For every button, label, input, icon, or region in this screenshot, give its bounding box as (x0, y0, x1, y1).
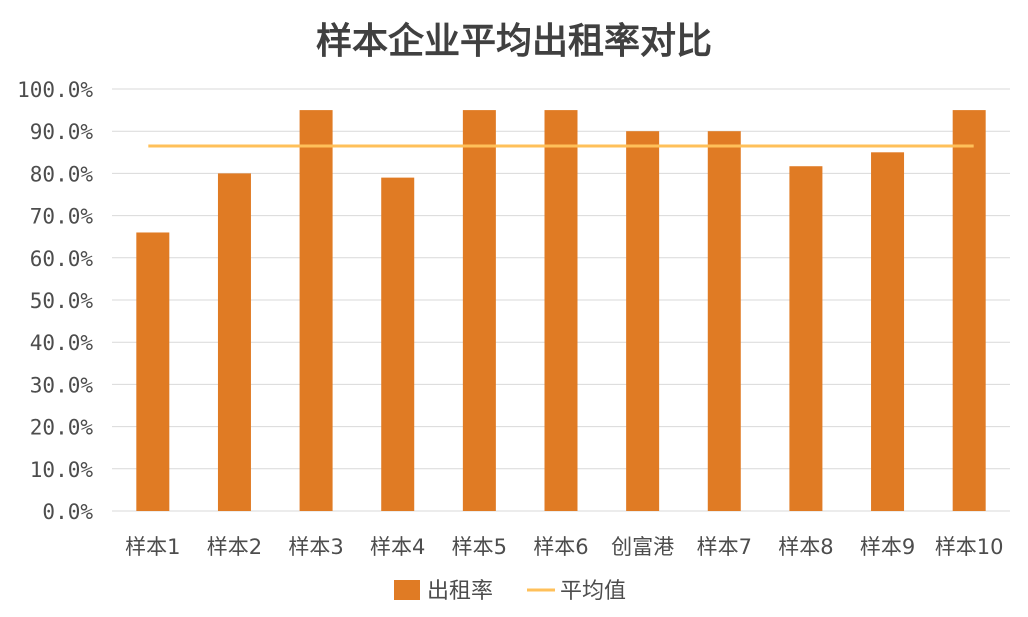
y-tick-label: 100.0% (17, 78, 93, 102)
legend-label: 出租率 (427, 579, 493, 604)
bar (381, 177, 415, 511)
y-tick-label: 40.0% (30, 331, 94, 355)
bar (871, 152, 905, 512)
x-tick-label: 样本3 (288, 535, 343, 559)
x-tick-label: 样本2 (207, 535, 262, 559)
x-tick-label: 样本5 (452, 535, 507, 559)
legend-label: 平均值 (560, 579, 626, 604)
y-tick-label: 0.0% (42, 500, 93, 524)
x-tick-label: 样本9 (860, 535, 915, 559)
chart-title: 样本企业平均出租率对比 (315, 21, 712, 62)
bar (626, 131, 660, 511)
bar (136, 232, 170, 512)
bar (217, 173, 251, 511)
x-tick-label: 创富港 (611, 535, 674, 559)
x-tick-label: 样本1 (125, 535, 180, 559)
x-tick-label: 样本7 (697, 535, 752, 559)
bar (789, 166, 823, 511)
y-tick-label: 50.0% (30, 289, 94, 313)
y-tick-label: 90.0% (30, 120, 94, 144)
bar (462, 110, 496, 511)
x-tick-label: 样本8 (778, 535, 833, 559)
y-tick-label: 10.0% (30, 458, 94, 482)
x-tick-label: 样本10 (935, 535, 1004, 559)
bar (299, 110, 333, 511)
y-tick-label: 80.0% (30, 162, 94, 186)
x-tick-label: 样本6 (533, 535, 588, 559)
y-tick-label: 30.0% (30, 373, 94, 397)
bar (544, 110, 578, 511)
legend-swatch-bar (394, 580, 420, 600)
y-tick-label: 60.0% (30, 247, 94, 271)
y-tick-label: 20.0% (30, 416, 94, 440)
y-tick-label: 70.0% (30, 205, 94, 229)
x-tick-label: 样本4 (370, 535, 425, 559)
bar (952, 110, 986, 511)
bar (707, 131, 741, 511)
